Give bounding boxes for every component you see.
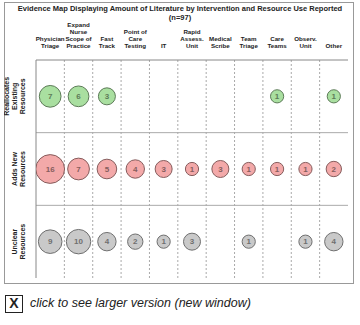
svg-text:3: 3: [218, 165, 223, 174]
svg-text:4: 4: [332, 237, 337, 246]
svg-text:IT: IT: [161, 42, 167, 49]
svg-text:3: 3: [161, 165, 166, 174]
svg-text:FastTrack: FastTrack: [99, 35, 116, 49]
svg-text:4: 4: [133, 165, 138, 174]
svg-text:10: 10: [74, 237, 83, 246]
svg-text:1: 1: [332, 92, 337, 101]
svg-text:RapidAssess.Unit: RapidAssess.Unit: [180, 28, 204, 49]
svg-text:Point ofCareTesting: Point ofCareTesting: [124, 28, 148, 49]
svg-text:3: 3: [190, 237, 195, 246]
svg-text:MedicalScribe: MedicalScribe: [209, 35, 232, 49]
svg-text:Other: Other: [326, 42, 343, 49]
html-text:click to see larger version (n: click to see larger version (new window): [30, 296, 251, 310]
svg-text:3: 3: [105, 92, 110, 101]
svg-text:5: 5: [105, 165, 110, 174]
svg-text:CareTeams: CareTeams: [268, 35, 288, 49]
svg-text:1: 1: [275, 165, 280, 174]
svg-text:9: 9: [48, 237, 53, 246]
svg-text:TeamTriage: TeamTriage: [240, 35, 259, 49]
svg-text:7: 7: [48, 92, 53, 101]
svg-text:1: 1: [303, 165, 308, 174]
svg-text:16: 16: [46, 165, 55, 174]
svg-text:PhysicianTriage: PhysicianTriage: [36, 35, 65, 49]
svg-text:2: 2: [133, 237, 138, 246]
svg-text:4: 4: [105, 237, 110, 246]
svg-text:1: 1: [161, 237, 166, 246]
svg-text:Observ.Unit: Observ.Unit: [294, 35, 317, 49]
svg-text:1: 1: [303, 237, 308, 246]
svg-text:2: 2: [332, 165, 337, 174]
svg-text:ReallocatesExistingResources: ReallocatesExistingResources: [8, 77, 26, 116]
svg-text:Adds NewResources: Adds NewResources: [11, 151, 26, 187]
svg-text:UnclearResources: UnclearResources: [11, 224, 26, 260]
svg-text:1: 1: [247, 237, 252, 246]
svg-text:1: 1: [275, 92, 280, 101]
svg-text:ExpandNurseScope ofPractice: ExpandNurseScope ofPractice: [65, 22, 92, 49]
html-text:Evidence Map Displaying Amount: Evidence Map Displaying Amount of Litera…: [17, 4, 343, 22]
svg-text:6: 6: [76, 92, 81, 101]
svg-text:1: 1: [247, 165, 252, 174]
svg-text:1: 1: [190, 165, 195, 174]
svg-text:7: 7: [76, 165, 81, 174]
html-text:X: X: [9, 295, 19, 311]
